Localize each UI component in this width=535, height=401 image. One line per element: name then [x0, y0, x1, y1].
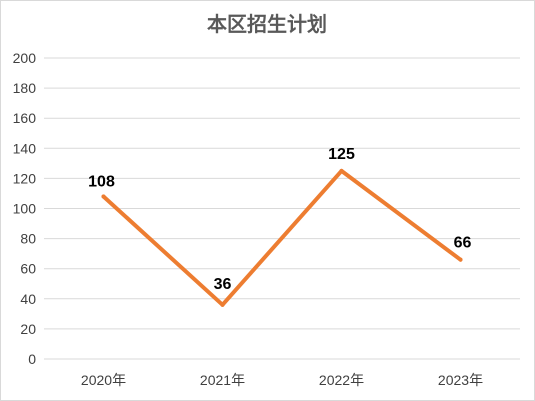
- y-tick-label: 0: [28, 351, 36, 367]
- y-tick-label: 160: [13, 110, 37, 126]
- y-tick-label: 40: [20, 291, 36, 307]
- y-tick-label: 200: [13, 50, 37, 66]
- series-line-path: [101, 168, 463, 307]
- x-axis: 2020年 2021年 2022年 2023年: [81, 372, 483, 388]
- y-axis: 0 20 40 60 80 100 120 140 160 180 200: [13, 50, 37, 367]
- data-label: 36: [214, 276, 232, 293]
- x-tick-label: 2022年: [319, 372, 364, 388]
- y-tick-label: 120: [13, 170, 37, 186]
- series-line: [101, 168, 463, 307]
- x-tick-label: 2023年: [438, 372, 483, 388]
- data-label: 66: [454, 235, 472, 252]
- data-point: [101, 194, 106, 199]
- data-point: [458, 257, 463, 262]
- y-tick-label: 80: [20, 231, 36, 247]
- y-tick-label: 60: [20, 261, 36, 277]
- gridlines: [44, 57, 520, 360]
- y-tick-label: 180: [13, 80, 37, 96]
- data-labels: 108 36 125 66: [88, 146, 471, 293]
- data-point: [339, 168, 344, 173]
- y-tick-label: 100: [13, 201, 37, 217]
- data-label: 125: [328, 146, 355, 163]
- y-tick-label: 20: [20, 321, 36, 337]
- x-tick-label: 2021年: [200, 372, 245, 388]
- data-label: 108: [88, 173, 115, 190]
- x-tick-label: 2020年: [81, 372, 126, 388]
- chart-title: 本区招生计划: [207, 13, 327, 36]
- y-tick-label: 140: [13, 140, 37, 156]
- data-point: [220, 302, 225, 307]
